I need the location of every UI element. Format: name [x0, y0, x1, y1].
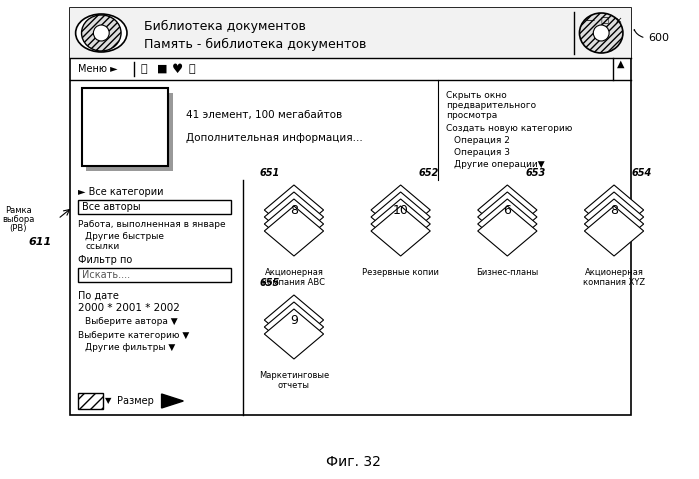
Polygon shape: [477, 206, 537, 256]
Text: Резервные копии: Резервные копии: [362, 268, 439, 277]
Text: 8: 8: [290, 204, 298, 217]
Text: 2000 * 2001 * 2002: 2000 * 2001 * 2002: [78, 303, 180, 313]
Polygon shape: [477, 199, 537, 249]
Text: Дополнительная информация...: Дополнительная информация...: [186, 133, 363, 143]
Text: Маркетинговые: Маркетинговые: [259, 371, 329, 380]
Text: —  □  ×: — □ ×: [586, 15, 623, 24]
Polygon shape: [477, 185, 537, 235]
Text: 🌐: 🌐: [188, 64, 195, 74]
Text: 600: 600: [649, 33, 670, 43]
Polygon shape: [264, 302, 324, 352]
Polygon shape: [264, 199, 324, 249]
Text: Другие быстрые: Другие быстрые: [85, 231, 164, 240]
Text: Акционерная: Акционерная: [584, 268, 644, 277]
Bar: [78, 393, 103, 409]
Polygon shape: [264, 295, 324, 345]
Text: компания XYZ: компания XYZ: [583, 278, 645, 287]
Text: Фильтр по: Фильтр по: [78, 255, 132, 265]
Text: 651: 651: [259, 168, 280, 178]
Text: (РВ): (РВ): [10, 224, 27, 232]
Bar: [82, 88, 168, 166]
Text: 655: 655: [259, 278, 280, 288]
Text: 653: 653: [525, 168, 545, 178]
Text: Операция 3: Операция 3: [454, 148, 510, 157]
Text: Память - библиотека документов: Память - библиотека документов: [144, 37, 366, 51]
Text: Выберите автора ▼: Выберите автора ▼: [85, 318, 178, 327]
Text: Фиг. 32: Фиг. 32: [326, 455, 381, 469]
Polygon shape: [371, 192, 431, 242]
Text: ► Все категории: ► Все категории: [78, 187, 163, 197]
Polygon shape: [584, 192, 644, 242]
Text: 6: 6: [503, 204, 511, 217]
Ellipse shape: [75, 14, 127, 52]
Text: Скрыть окно: Скрыть окно: [446, 91, 507, 100]
Circle shape: [94, 25, 109, 41]
Text: Другие операции▼: Другие операции▼: [454, 160, 545, 169]
Text: Размер: Размер: [117, 396, 154, 406]
Text: 10: 10: [393, 204, 409, 217]
Polygon shape: [584, 185, 644, 235]
Polygon shape: [161, 394, 183, 408]
Text: Бизнес-планы: Бизнес-планы: [476, 268, 538, 277]
Polygon shape: [264, 185, 324, 235]
Polygon shape: [264, 309, 324, 359]
FancyBboxPatch shape: [70, 8, 630, 415]
Text: предварительного: предварительного: [446, 101, 536, 110]
Text: ■: ■: [157, 64, 167, 74]
Text: Работа, выполненная в январе: Работа, выполненная в январе: [78, 219, 225, 228]
Text: Другие фильтры ▼: Другие фильтры ▼: [85, 342, 175, 352]
Polygon shape: [264, 192, 324, 242]
Text: Акционерная: Акционерная: [264, 268, 324, 277]
Text: просмотра: просмотра: [446, 111, 498, 119]
Polygon shape: [371, 206, 431, 256]
Bar: [78, 268, 231, 282]
Text: выбора: выбора: [2, 215, 34, 224]
Text: По дате: По дате: [78, 291, 118, 301]
Text: Выберите категорию ▼: Выберите категорию ▼: [78, 331, 189, 340]
Text: компания ABC: компания ABC: [262, 278, 326, 287]
Ellipse shape: [579, 13, 623, 53]
Bar: [70, 8, 630, 58]
Text: 🔒: 🔒: [140, 64, 147, 74]
Polygon shape: [264, 206, 324, 256]
Text: ▼: ▼: [106, 397, 112, 406]
Polygon shape: [584, 206, 644, 256]
Text: Рамка: Рамка: [5, 205, 31, 215]
Text: 611: 611: [28, 237, 52, 247]
Polygon shape: [584, 199, 644, 249]
Text: 654: 654: [632, 168, 652, 178]
FancyArrowPatch shape: [634, 30, 643, 37]
Text: Создать новую категорию: Создать новую категорию: [446, 124, 572, 133]
Polygon shape: [371, 185, 431, 235]
Text: 652: 652: [419, 168, 439, 178]
Text: Искать....: Искать....: [82, 270, 130, 280]
Text: 8: 8: [610, 204, 618, 217]
Text: 41 элемент, 100 мегабайтов: 41 элемент, 100 мегабайтов: [186, 110, 343, 120]
Circle shape: [593, 25, 609, 41]
Ellipse shape: [82, 15, 121, 51]
Text: ♥: ♥: [171, 62, 182, 76]
Text: ▲: ▲: [617, 59, 624, 69]
Text: Все авторы: Все авторы: [82, 202, 140, 212]
Text: 9: 9: [290, 313, 298, 327]
Bar: [87, 93, 173, 171]
Text: Меню ►: Меню ►: [78, 64, 117, 74]
Text: Операция 2: Операция 2: [454, 136, 510, 145]
Bar: [78, 200, 231, 214]
Text: отчеты: отчеты: [278, 381, 310, 390]
Text: Библиотека документов: Библиотека документов: [144, 20, 305, 33]
Polygon shape: [371, 199, 431, 249]
Text: ссылки: ссылки: [85, 241, 120, 251]
Polygon shape: [477, 192, 537, 242]
